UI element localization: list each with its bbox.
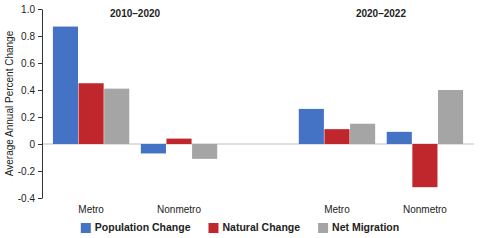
chart: -0.4 -0.2 0 0.2 0.4 0.6 0.8 1.0 Average Annual P… [0, 0, 480, 238]
tick-mark [38, 36, 42, 37]
tick-mark [38, 9, 42, 10]
tick: -0.2 [18, 166, 42, 177]
group-label: 2020–2022 [356, 8, 406, 19]
bar [141, 144, 166, 153]
tick-label: 0.2 [21, 112, 35, 123]
axis-line [42, 10, 43, 199]
bar [324, 129, 349, 144]
tick: 1.0 [21, 4, 42, 15]
legend-item: Population Change [81, 221, 191, 233]
category-label: Metro [324, 204, 350, 215]
bar [79, 83, 104, 144]
legend-label: Natural Change [222, 221, 300, 233]
legend-item: Net Migration [318, 221, 399, 233]
tick-mark [38, 90, 42, 91]
tick-label: -0.4 [18, 193, 36, 204]
bar [412, 144, 437, 187]
tick-label: -0.2 [18, 166, 36, 177]
bars [53, 27, 463, 188]
tick-mark [38, 198, 42, 199]
bar [166, 139, 191, 144]
axis-title: Average Annual Percent Change [4, 30, 15, 176]
category-label: Metro [78, 204, 104, 215]
tick-label: 0.4 [21, 85, 35, 96]
tick-mark [38, 171, 42, 172]
tick: -0.4 [18, 193, 42, 204]
category-label: Nonmetro [157, 204, 201, 215]
bar [104, 89, 129, 144]
tick-mark [38, 117, 42, 118]
tick-mark [38, 63, 42, 64]
tick: 0.4 [21, 85, 42, 96]
bar [53, 27, 78, 144]
legend-swatch [81, 223, 91, 233]
tick: 0.2 [21, 112, 42, 123]
category-label: Nonmetro [403, 204, 447, 215]
bar [299, 109, 324, 144]
tick: 0 [29, 139, 42, 150]
bar [438, 90, 463, 144]
tick: 0.6 [21, 58, 42, 69]
legend-swatch [318, 223, 328, 233]
legend-swatch [208, 223, 218, 233]
tick-mark [38, 144, 42, 145]
legend-item: Natural Change [208, 221, 300, 233]
tick: 0.8 [21, 31, 42, 42]
tick-label: 0 [29, 139, 35, 150]
group-label: 2010–2020 [110, 8, 160, 19]
tick-label: 0.8 [21, 31, 35, 42]
bar [350, 124, 375, 144]
y-axis: -0.4 -0.2 0 0.2 0.4 0.6 0.8 1.0 [18, 4, 43, 204]
tick-label: 0.6 [21, 58, 35, 69]
tick-label: 1.0 [21, 4, 35, 15]
bar [387, 132, 412, 144]
legend-label: Net Migration [332, 221, 399, 233]
legend: Population Change Natural Change Net Migra… [81, 221, 399, 233]
legend-label: Population Change [95, 221, 191, 233]
bar [192, 144, 217, 159]
